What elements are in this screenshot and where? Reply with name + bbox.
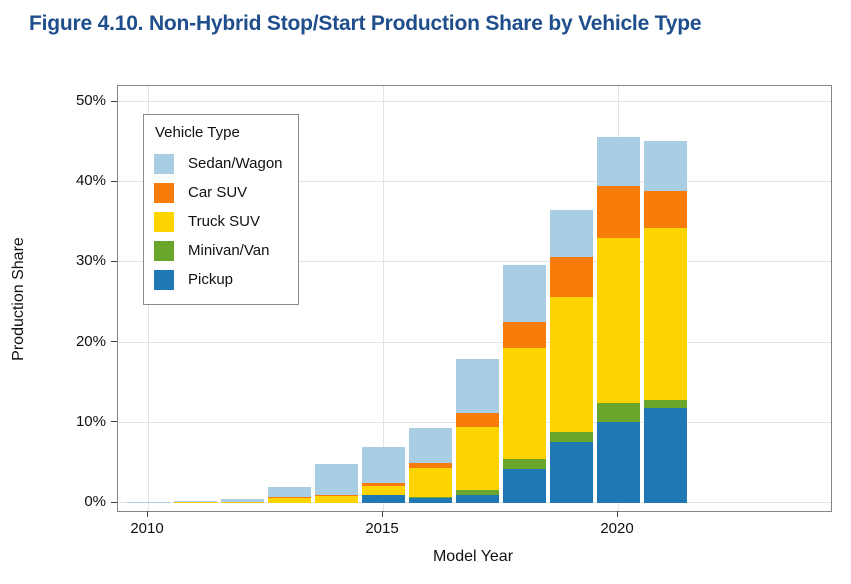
legend-label: Truck SUV xyxy=(188,213,260,230)
bar-segment-sedan-wagon-2017 xyxy=(455,359,499,414)
bar-segment-pickup-2018 xyxy=(502,468,546,503)
legend-label: Sedan/Wagon xyxy=(188,155,283,172)
legend-label: Car SUV xyxy=(188,184,248,201)
legend-item: Car SUV xyxy=(154,178,288,207)
bar-segment-truck-suv-2014 xyxy=(314,496,358,503)
legend-title: Vehicle Type xyxy=(155,124,240,141)
bar-segment-sedan-wagon-2015 xyxy=(361,446,405,484)
legend-item: Minivan/Van xyxy=(154,236,288,265)
y-tick-label: 30% xyxy=(75,252,106,270)
legend-swatch-icon xyxy=(154,153,174,174)
bar-segment-sedan-wagon-2013 xyxy=(267,486,311,498)
legend-item: Sedan/Wagon xyxy=(154,149,288,178)
legend-label: Pickup xyxy=(188,271,234,288)
bar-segment-truck-suv-2021 xyxy=(643,227,687,400)
bar-segment-truck-suv-2013 xyxy=(267,498,311,503)
bar-segment-truck-suv-2015 xyxy=(361,486,405,496)
bar-segment-sedan-wagon-2014 xyxy=(314,464,358,496)
x-gridline xyxy=(382,86,384,511)
bar-segment-minivan-van-2020 xyxy=(596,402,640,422)
y-gridline xyxy=(118,261,831,263)
y-tick-label: 50% xyxy=(75,92,106,109)
bar-segment-minivan-van-2019 xyxy=(549,432,593,443)
bar-segment-sedan-wagon-2020 xyxy=(596,136,640,187)
bar-segment-pickup-2016 xyxy=(408,497,452,503)
bar-segment-minivan-van-2016 xyxy=(408,496,452,498)
legend-item: Pickup xyxy=(154,265,288,294)
y-tick-label: 20% xyxy=(75,332,106,350)
bar-segment-car-suv-2021 xyxy=(643,191,687,228)
bar-segment-truck-suv-2020 xyxy=(596,238,640,403)
bar-segment-sedan-wagon-2021 xyxy=(643,140,687,192)
bar-segment-car-suv-2020 xyxy=(596,186,640,239)
y-tick-label: 40% xyxy=(75,172,106,190)
x-tick-label: 2015 xyxy=(365,520,399,537)
bar-segment-pickup-2021 xyxy=(643,407,687,503)
x-axis-title: Model Year xyxy=(432,548,514,565)
bar-segment-car-suv-2016 xyxy=(408,462,452,468)
bar-segment-car-suv-2017 xyxy=(455,413,499,427)
bar-segment-car-suv-2019 xyxy=(549,257,593,298)
y-tick-label: 0% xyxy=(84,493,106,510)
bar-segment-pickup-2019 xyxy=(549,442,593,503)
bar-segment-truck-suv-2017 xyxy=(455,426,499,491)
legend-swatch-icon xyxy=(154,211,174,232)
legend-label: Minivan/Van xyxy=(188,242,270,259)
bar-segment-sedan-wagon-2019 xyxy=(549,209,593,258)
bar-segment-car-suv-2014 xyxy=(314,495,358,497)
bar-segment-car-suv-2018 xyxy=(502,321,546,349)
bar-segment-pickup-2015 xyxy=(361,495,405,503)
bar-segment-truck-suv-2012 xyxy=(220,502,264,503)
figure-title: Figure 4.10. Non-Hybrid Stop/Start Produ… xyxy=(29,12,702,35)
bar-segment-sedan-wagon-2012 xyxy=(220,499,264,503)
bar-segment-minivan-van-2021 xyxy=(643,399,687,408)
y-gridline xyxy=(118,341,831,343)
bar-segment-truck-suv-2018 xyxy=(502,348,546,459)
bar-segment-truck-suv-2016 xyxy=(408,467,452,497)
y-gridline xyxy=(118,101,831,102)
bar-segment-car-suv-2015 xyxy=(361,483,405,487)
legend-swatch-icon xyxy=(154,182,174,203)
x-tick-label: 2020 xyxy=(600,520,634,537)
legend-swatch-icon xyxy=(154,269,174,290)
y-tick-label: 10% xyxy=(75,412,106,430)
bar-segment-sedan-wagon-2010 xyxy=(126,502,170,503)
legend-swatch-icon xyxy=(154,240,174,261)
legend-item: Truck SUV xyxy=(154,207,288,236)
bar-segment-sedan-wagon-2011 xyxy=(173,501,217,503)
bar-segment-truck-suv-2011 xyxy=(173,502,217,503)
bar-segment-sedan-wagon-2016 xyxy=(408,428,452,463)
bar-segment-sedan-wagon-2018 xyxy=(502,264,546,322)
bar-segment-truck-suv-2019 xyxy=(549,297,593,433)
bar-segment-pickup-2020 xyxy=(596,422,640,503)
bar-segment-car-suv-2013 xyxy=(267,497,311,499)
x-tick-label: 2010 xyxy=(130,520,164,537)
bar-segment-minivan-van-2017 xyxy=(455,490,499,495)
y-axis-title: Production Share xyxy=(10,237,27,361)
bar-segment-pickup-2017 xyxy=(455,494,499,503)
plot-panel: Vehicle Type Sedan/Wagon Car SUV Truck SUV M… xyxy=(117,85,832,512)
y-gridline xyxy=(118,181,831,183)
legend: Vehicle Type Sedan/Wagon Car SUV Truck SUV M… xyxy=(143,114,299,305)
bar-segment-minivan-van-2018 xyxy=(502,458,546,469)
